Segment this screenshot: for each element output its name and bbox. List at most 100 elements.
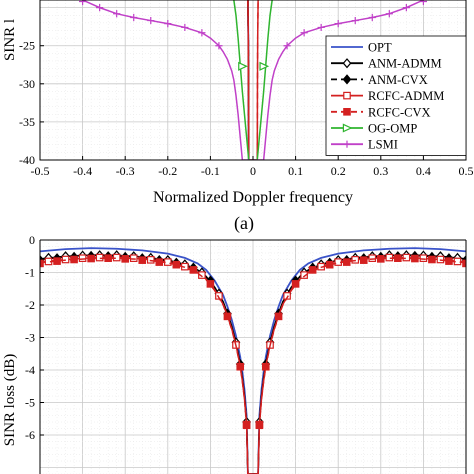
chart-b-point-rcfc-cvx (342, 258, 351, 266)
chart-a-point-lsmi (300, 29, 308, 37)
chart-a-xtick-label: 0.4 (416, 164, 431, 178)
chart-a-line-rcfc-cvx (247, 0, 259, 160)
chart-b-ytick-label: 0 (29, 233, 35, 247)
chart-b-point-rcfc-cvx (138, 256, 147, 264)
chart-a-series-og-omp (233, 0, 273, 160)
chart-b-point-rcfc-cvx (445, 257, 453, 265)
chart-a-xtick-label: -0.1 (201, 164, 220, 178)
chart-a-point-lsmi (334, 20, 342, 28)
chart-b-point-rcfc-cvx (53, 257, 61, 265)
chart-b-point-rcfc-cvx (325, 260, 334, 269)
chart-a-point-lsmi (351, 16, 359, 25)
chart-b-point-rcfc-admm (78, 254, 87, 263)
chart-b-point-rcfc-cvx (206, 280, 215, 288)
chart-b-ytick-label: -1 (25, 266, 35, 280)
chart-a-point-lsmi (402, 4, 410, 12)
chart-b-point-rcfc-cvx (104, 254, 112, 263)
chart-b-point-rcfc-cvx (255, 421, 264, 430)
legend-swatch-marker (343, 140, 351, 148)
legend-swatch-marker (342, 58, 352, 69)
legend-label: RCFC-ADMM (368, 89, 444, 103)
legend-label: ANM-ADMM (368, 57, 442, 71)
chart-b-point-rcfc-cvx (189, 266, 198, 274)
chart-a-xlabel: Normalized Doppler frequency (153, 189, 353, 206)
chart-b-point-rcfc-cvx (87, 254, 95, 263)
chart-b-point-rcfc-admm (368, 254, 377, 263)
chart-b-ylabel: SINR loss (dB) (2, 354, 18, 447)
chart-a-ytick-label: -40 (19, 153, 35, 167)
legend-label: RCFC-CVX (368, 105, 431, 119)
chart-b-point-rcfc-cvx (411, 254, 419, 263)
chart-b-ytick-label: -2 (25, 298, 35, 312)
chart-b-point-rcfc-cvx (242, 421, 251, 430)
chart-b-point-rcfc-cvx (291, 280, 300, 288)
chart-b-point-rcfc-admm (95, 253, 104, 262)
chart-a-ticks: -0.5 -0.4 -0.3 -0.2 -0.1 0 0.1 0.2 0.3 0.4 0.5 -25 -… (19, 39, 474, 178)
legend-label: ANM-CVX (368, 73, 428, 87)
chart-b-series (40, 247, 466, 474)
chart-b: 0 -1 -2 -3 -4 -5 -6 SINR loss (dB) (2, 233, 467, 474)
chart-b-point-rcfc-admm (129, 254, 138, 263)
legend-label: LSMI (368, 138, 398, 152)
chart-b-point-rcfc-cvx (121, 255, 130, 263)
chart-b-point-rcfc-cvx (261, 362, 270, 371)
chart-b-point-rcfc-cvx (223, 312, 232, 321)
legend-swatch-marker (342, 123, 353, 133)
chart-a-point-lsmi (113, 10, 121, 18)
chart-a-ytick-label: -35 (19, 115, 35, 129)
chart-a-ytick-label: -25 (19, 39, 35, 53)
chart-b-point-rcfc-cvx (428, 255, 436, 264)
chart-a-xtick-label: 0.3 (373, 164, 388, 178)
chart-b-point-rcfc-cvx (394, 254, 402, 263)
legend-swatch-marker (342, 74, 352, 85)
legend-item-lsmi: LSMI (331, 138, 398, 152)
chart-b-series-opt (40, 247, 466, 474)
chart-a-xtick-label: -0.3 (116, 164, 135, 178)
chart-b-point-rcfc-cvx (155, 258, 164, 266)
chart-a: -0.5 -0.4 -0.3 -0.2 -0.1 0 0.1 0.2 0.3 0.4 0.5 -25 -… (2, 0, 474, 234)
legend-item-og-omp: OG-OMP (331, 122, 417, 136)
chart-b-point-rcfc-admm (300, 271, 308, 279)
legend-swatch-marker (343, 91, 351, 100)
chart-a-line-og-omp (233, 0, 273, 160)
legend-label: OG-OMP (368, 122, 417, 136)
chart-a-ylabel: SINR l (2, 19, 18, 61)
chart-a-line-lsmi (82, 0, 424, 160)
chart-a-series-rcfc-cvx (247, 0, 259, 160)
chart-a-point-lsmi (385, 10, 393, 18)
chart-b-point-rcfc-cvx (308, 266, 317, 274)
chart-a-xtick-label: 0.5 (459, 164, 474, 178)
chart-b-ytick-label: -5 (25, 396, 35, 410)
chart-b-point-rcfc-cvx (40, 259, 44, 268)
legend-item-opt: OPT (331, 41, 392, 55)
chart-a-point-lsmi (181, 23, 189, 32)
chart-b-ticks: 0 -1 -2 -3 -4 -5 -6 (25, 233, 44, 442)
chart-b-point-rcfc-admm (146, 256, 155, 264)
chart-a-ytick-label: -30 (19, 77, 35, 91)
legend-item-rcfc-cvx: RCFC-CVX (331, 105, 431, 119)
chart-a-point-og-omp (238, 61, 248, 71)
chart-a-point-og-omp (259, 61, 270, 71)
chart-b-line-opt (40, 247, 466, 474)
chart-b-point-rcfc-cvx (236, 362, 245, 371)
chart-a-point-lsmi (79, 0, 87, 6)
chart-b-point-rcfc-admm (351, 256, 360, 264)
chart-a-xtick-label: 0.1 (288, 164, 303, 178)
chart-b-point-rcfc-admm (198, 271, 206, 279)
legend-item-rcfc-admm: RCFC-ADMM (331, 89, 444, 103)
chart-a-panel-label: (a) (234, 213, 254, 234)
chart-a-series (79, 0, 427, 160)
chart-a-xtick-label: 0.2 (331, 164, 346, 178)
chart-a-point-lsmi (215, 42, 223, 50)
chart-a-legend: OPT ANM-ADMM ANM-CVX RCFC-ADMM RCFC-CVX OG-OM… (325, 35, 467, 156)
chart-a-xtick-label: -0.4 (73, 164, 92, 178)
chart-b-series-rcfc-cvx (40, 254, 466, 474)
chart-b-ytick-label: -6 (25, 428, 35, 442)
chart-a-xtick-label: -0.5 (31, 164, 50, 178)
chart-a-xtick-label: 0 (250, 164, 256, 178)
chart-a-point-lsmi (198, 29, 206, 37)
chart-a-point-lsmi (368, 13, 376, 22)
chart-a-point-lsmi (147, 16, 155, 25)
chart-b-grid (39, 239, 467, 474)
